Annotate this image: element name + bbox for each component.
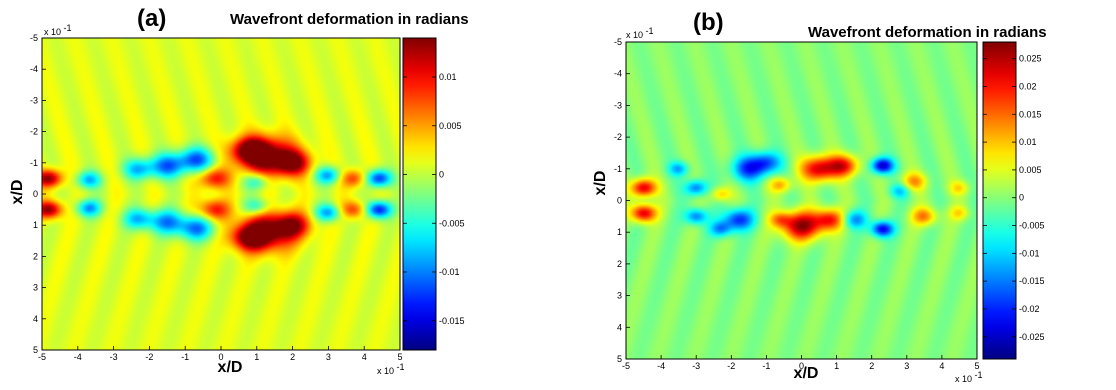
y-tick-label: 3 <box>617 291 622 301</box>
colorbar-tick-label: -0.005 <box>439 218 465 228</box>
colorbar-tick-label: -0.015 <box>439 316 465 326</box>
x-tick-label: -4 <box>74 352 82 362</box>
y-tick-label: -3 <box>614 100 622 110</box>
x-tick-label: 5 <box>397 352 402 362</box>
y-tick-label: 2 <box>617 259 622 269</box>
x-tick-label: -2 <box>727 361 735 371</box>
colorbar <box>402 37 437 351</box>
y-tick-label: -4 <box>614 69 622 79</box>
x-tick-label: 0 <box>799 361 804 371</box>
panel-1: 0.025 0.02 0.015 0.01 0.005 0 -0.005 -0.01 -0.01… <box>592 9 1047 384</box>
colorbar-tick-label: 0.005 <box>1019 165 1042 175</box>
y-tick-label: -5 <box>614 37 622 47</box>
colorbar-tick-label: 0 <box>439 170 444 180</box>
chart-title: Wavefront deformation in radians <box>808 24 1047 41</box>
y-tick-label: 4 <box>33 314 38 324</box>
y-tick-label: -1 <box>614 164 622 174</box>
y-axis-label: x/D <box>9 180 26 205</box>
panel-0: 0.01 0.005 0 -0.005 -0.01 -0.015 -5 -4 -3 -2 -1 0 1 2… <box>9 5 469 376</box>
colorbar-tick-label: -0.01 <box>1019 248 1040 258</box>
y-axis-multiplier: x 10 -1 <box>626 26 654 40</box>
x-tick-label: -3 <box>692 361 700 371</box>
x-tick-label: 4 <box>939 361 944 371</box>
y-tick-label: 0 <box>617 196 622 206</box>
y-tick-label: -2 <box>614 132 622 142</box>
colorbar-tick-label: 0.01 <box>439 72 457 82</box>
y-tick-label: 0 <box>33 189 38 199</box>
x-tick-label: -2 <box>145 352 153 362</box>
colorbar-tick-label: 0.025 <box>1019 54 1042 64</box>
colorbar-tick-label: -0.01 <box>439 267 460 277</box>
y-tick-label: 3 <box>33 283 38 293</box>
colorbar-tick-label: -0.005 <box>1019 221 1045 231</box>
colorbar <box>982 41 1017 360</box>
colorbar-tick-label: 0.01 <box>1019 137 1037 147</box>
y-tick-label: 5 <box>33 345 38 355</box>
x-tick-label: 2 <box>869 361 874 371</box>
chart-title: Wavefront deformation in radians <box>230 11 469 28</box>
x-tick-label: 4 <box>362 352 367 362</box>
x-tick-label: -5 <box>622 361 630 371</box>
y-tick-label: -2 <box>30 127 38 137</box>
colorbar-tick-label: -0.015 <box>1019 276 1045 286</box>
y-tick-label: -3 <box>30 95 38 105</box>
x-tick-label: -3 <box>110 352 118 362</box>
x-tick-label: -1 <box>762 361 770 371</box>
y-tick-label: 1 <box>33 220 38 230</box>
colorbar-tick-label: 0.02 <box>1019 81 1037 91</box>
y-tick-label: 1 <box>617 227 622 237</box>
heatmap-image <box>626 42 977 359</box>
y-tick-label: 4 <box>617 322 622 332</box>
x-tick-label: 1 <box>834 361 839 371</box>
y-tick-label: -4 <box>30 64 38 74</box>
x-axis-label: x/D <box>218 359 243 376</box>
x-tick-label: 1 <box>254 352 259 362</box>
x-tick-label: -4 <box>657 361 665 371</box>
colorbar-tick-label: 0 <box>1019 193 1024 203</box>
x-axis-multiplier: x 10 -1 <box>377 362 405 376</box>
colorbar-tick-label: 0.005 <box>439 121 462 131</box>
x-axis-label: x/D <box>794 365 819 382</box>
colorbar-tick-label: -0.02 <box>1019 304 1040 314</box>
x-tick-label: 5 <box>974 361 979 371</box>
heatmap-image <box>42 38 400 350</box>
y-tick-label: 5 <box>617 354 622 364</box>
x-tick-label: 3 <box>326 352 331 362</box>
x-tick-label: 2 <box>290 352 295 362</box>
x-tick-label: -1 <box>181 352 189 362</box>
x-tick-label: 3 <box>904 361 909 371</box>
colorbar-tick-label: -0.025 <box>1019 332 1045 342</box>
panel-label: (a) <box>137 5 166 32</box>
y-axis-label: x/D <box>592 171 609 196</box>
y-tick-label: -5 <box>30 33 38 43</box>
y-axis-multiplier: x 10 -1 <box>44 23 72 37</box>
panel-label: (b) <box>693 9 724 36</box>
x-tick-label: 0 <box>218 352 223 362</box>
y-tick-label: -1 <box>30 158 38 168</box>
y-tick-label: 2 <box>33 251 38 261</box>
x-tick-label: -5 <box>38 352 46 362</box>
colorbar-tick-label: 0.015 <box>1019 109 1042 119</box>
x-axis-multiplier: x 10 -1 <box>955 370 983 384</box>
